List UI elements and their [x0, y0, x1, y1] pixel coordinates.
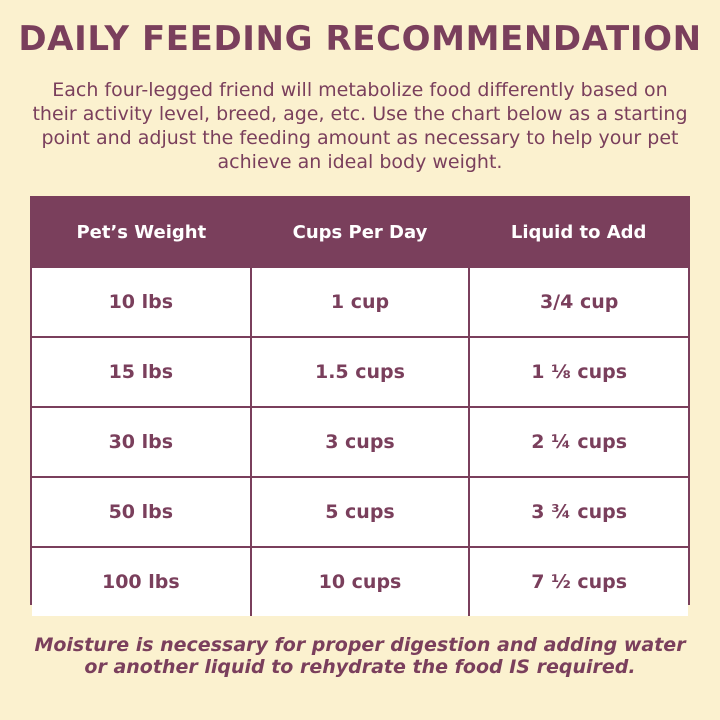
- cell-liquid-to-add: 2 ¼ cups: [468, 406, 688, 477]
- table-row: 30 lbs 3 cups 2 ¼ cups: [32, 406, 688, 477]
- cell-cups-per-day: 1 cup: [249, 266, 470, 337]
- header-liquid-to-add: Liquid to Add: [469, 198, 688, 267]
- header-pets-weight: Pet’s Weight: [32, 198, 251, 267]
- cell-cups-per-day: 1.5 cups: [249, 336, 470, 407]
- intro-text: Each four-legged friend will metabolize …: [32, 79, 688, 173]
- feeding-table-container: Pet’s Weight Cups Per Day Liquid to Add …: [30, 196, 690, 616]
- cell-pets-weight: 10 lbs: [32, 266, 251, 337]
- table-header: Pet’s Weight Cups Per Day Liquid to Add: [32, 198, 688, 267]
- moisture-note: Moisture is necessary for proper digesti…: [34, 634, 686, 678]
- cell-pets-weight: 50 lbs: [32, 476, 251, 547]
- cell-pets-weight: 100 lbs: [32, 546, 251, 616]
- cell-pets-weight: 15 lbs: [32, 336, 251, 407]
- table-body: 10 lbs 1 cup 3/4 cup 15 lbs 1.5 cups 1 ⅛…: [32, 266, 688, 616]
- cell-pets-weight: 30 lbs: [32, 406, 251, 477]
- header-cups-per-day: Cups Per Day: [250, 198, 470, 267]
- cell-cups-per-day: 5 cups: [249, 476, 470, 547]
- table-row: 100 lbs 10 cups 7 ½ cups: [32, 546, 688, 616]
- page-title: DAILY FEEDING RECOMMENDATION: [18, 19, 702, 59]
- cell-cups-per-day: 3 cups: [249, 406, 470, 477]
- cell-cups-per-day: 10 cups: [249, 546, 470, 616]
- table-row: 15 lbs 1.5 cups 1 ⅛ cups: [32, 336, 688, 407]
- feeding-table: Pet’s Weight Cups Per Day Liquid to Add …: [32, 198, 688, 616]
- table-row: 10 lbs 1 cup 3/4 cup: [32, 266, 688, 337]
- header-row: Pet’s Weight Cups Per Day Liquid to Add: [32, 198, 688, 267]
- cell-liquid-to-add: 3/4 cup: [468, 266, 688, 337]
- cell-liquid-to-add: 7 ½ cups: [468, 546, 688, 616]
- cell-liquid-to-add: 1 ⅛ cups: [468, 336, 688, 407]
- cell-liquid-to-add: 3 ¾ cups: [468, 476, 688, 547]
- table-row: 50 lbs 5 cups 3 ¾ cups: [32, 476, 688, 547]
